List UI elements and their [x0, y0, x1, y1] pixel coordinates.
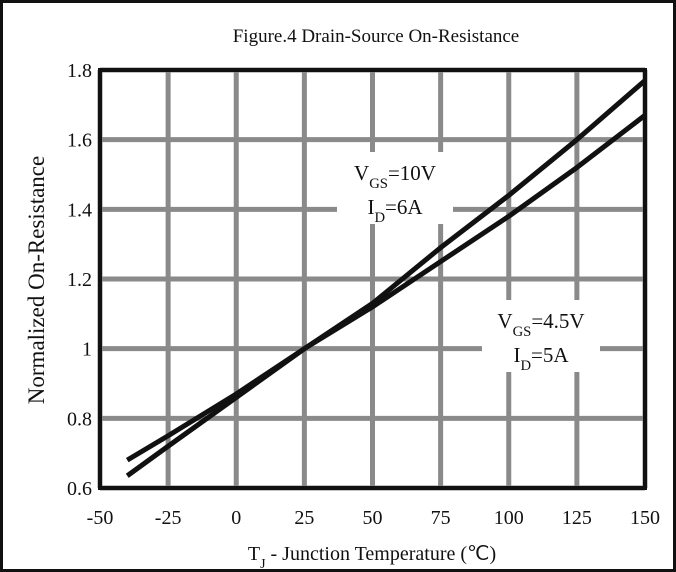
y-tick-label: 0.6 — [67, 478, 92, 500]
y-tick-label: 1 — [82, 339, 92, 361]
y-tick-label: 1.2 — [67, 269, 92, 291]
annotation: ID=6A — [367, 195, 423, 226]
x-tick-label: 125 — [562, 507, 592, 529]
text-main: V — [354, 161, 369, 185]
y-tick-label: 0.8 — [67, 408, 92, 430]
text-sub: D — [374, 210, 385, 226]
annotation-box — [337, 152, 453, 224]
x-tick-label: 150 — [630, 507, 660, 529]
x-tick-label: -50 — [87, 507, 114, 529]
text-sub: J — [260, 557, 266, 572]
y-tick-label: 1.8 — [67, 60, 92, 82]
x-tick-label: -25 — [155, 507, 182, 529]
text-rest: =6A — [385, 195, 423, 219]
text-main: T — [248, 543, 260, 565]
annotation-box — [482, 300, 600, 372]
y-tick-label: 1.6 — [67, 130, 92, 152]
text-main: I — [513, 343, 520, 367]
annotation: VGS=10V — [354, 161, 436, 192]
x-tick-label: 75 — [431, 507, 451, 529]
text-sub: GS — [513, 324, 532, 340]
text-rest: =5A — [531, 343, 569, 367]
text-main: I — [367, 195, 374, 219]
y-tick-label: 1.4 — [67, 199, 92, 221]
text-sub: GS — [369, 176, 388, 192]
y-axis-label: Normalized On-Resistance — [24, 156, 49, 404]
annotation: VGS=4.5V — [497, 309, 584, 340]
x-axis-label: TJ - Junction Temperature (℃) — [248, 543, 496, 572]
plot-border — [98, 68, 647, 490]
x-tick-label: 100 — [494, 507, 524, 529]
text-sub: D — [520, 358, 531, 374]
text-rest: =4.5V — [531, 309, 584, 333]
x-tick-label: 50 — [363, 507, 383, 529]
series-line — [125, 78, 647, 478]
text-main: V — [497, 309, 512, 333]
chart-title: Figure.4 Drain-Source On-Resistance — [233, 26, 520, 47]
x-tick-label: 0 — [231, 507, 241, 529]
series-line — [125, 113, 647, 463]
text-rest: =10V — [388, 161, 436, 185]
text-rest: - Junction Temperature (℃) — [266, 543, 497, 565]
annotation: ID=5A — [513, 343, 569, 374]
x-tick-label: 25 — [294, 507, 314, 529]
